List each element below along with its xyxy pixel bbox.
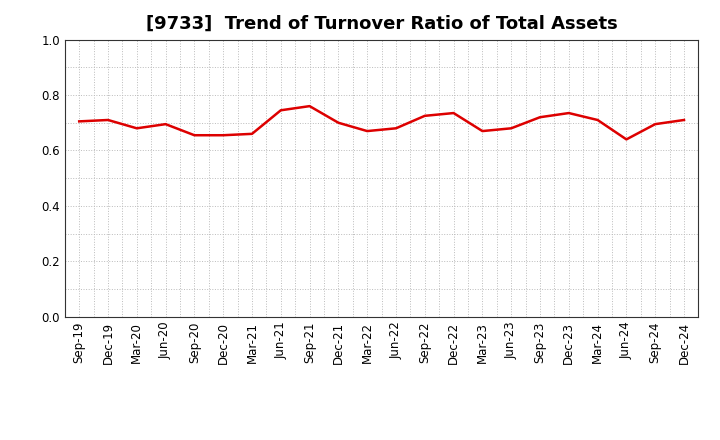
Title: [9733]  Trend of Turnover Ratio of Total Assets: [9733] Trend of Turnover Ratio of Total … <box>145 15 618 33</box>
